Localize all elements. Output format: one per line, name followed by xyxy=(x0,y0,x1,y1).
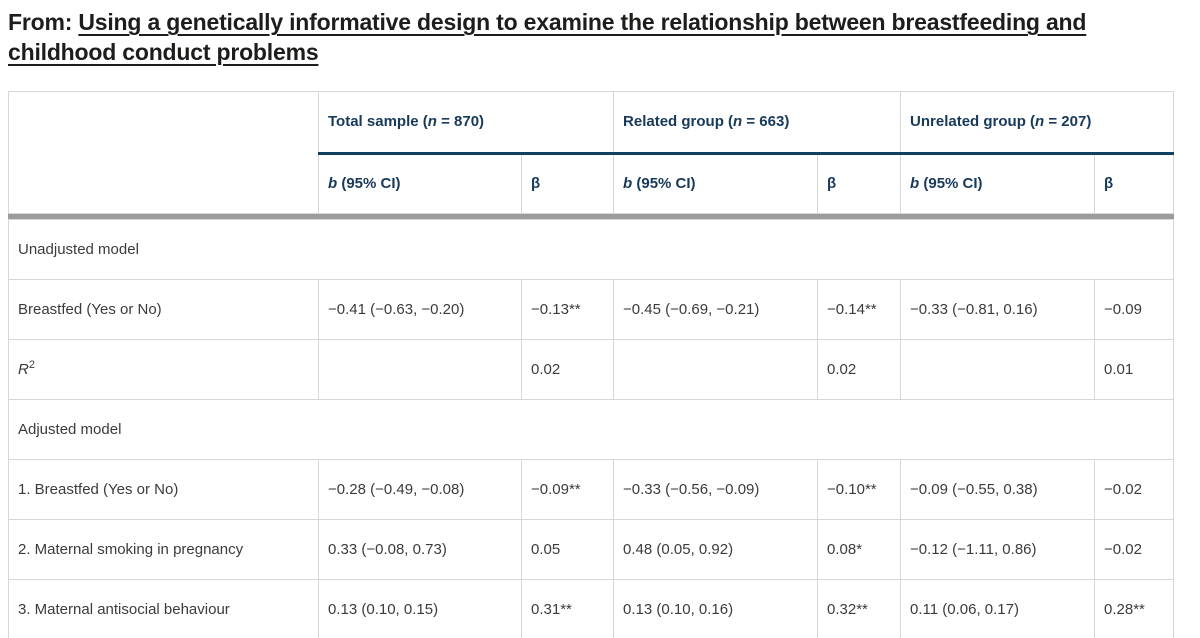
row-label: 2. Maternal smoking in pregnancy xyxy=(8,518,319,580)
table-row: Breastfed (Yes or No) −0.41 (−0.63, −0.2… xyxy=(8,278,1175,340)
table-row: 3. Maternal antisocial behaviour 0.13 (0… xyxy=(8,578,1175,638)
value-cell: −0.33 (−0.81, 0.16) xyxy=(900,278,1096,340)
value-cell: 0.11 (0.06, 0.17) xyxy=(900,578,1096,638)
value-cell: 0.01 xyxy=(1094,338,1175,400)
subheader-beta-total: β xyxy=(520,152,615,214)
row-label-r-squared: R2 xyxy=(8,338,319,400)
value-cell: −0.09 xyxy=(1094,278,1175,340)
table-row: R2 0.02 0.02 0.01 xyxy=(8,338,1175,400)
value-cell: −0.02 xyxy=(1094,518,1175,580)
value-cell: −0.28 (−0.49, −0.08) xyxy=(318,458,522,520)
value-cell xyxy=(318,338,522,400)
article-title-link[interactable]: Using a genetically informative design t… xyxy=(8,9,1087,65)
value-cell: −0.13** xyxy=(520,278,615,340)
value-cell: 0.48 (0.05, 0.92) xyxy=(613,518,819,580)
value-cell: −0.14** xyxy=(817,278,902,340)
value-cell xyxy=(900,338,1096,400)
page-title: From: Using a genetically informative de… xyxy=(8,8,1093,68)
value-cell: 0.32** xyxy=(817,578,902,638)
col-group-unrelated: Unrelated group (n = 207) xyxy=(900,90,1175,155)
col-group-related: Related group (n = 663) xyxy=(613,90,902,155)
section-title: Unadjusted model xyxy=(7,218,1175,280)
subheader-beta-unrelated: β xyxy=(1094,152,1175,214)
section-row-adjusted: Adjusted model xyxy=(7,398,1175,460)
value-cell: −0.12 (−1.11, 0.86) xyxy=(900,518,1096,580)
col-group-total-sample: Total sample (n = 870) xyxy=(317,90,615,155)
section-row-unadjusted: Unadjusted model xyxy=(7,218,1175,280)
subheader-b-unrelated: b (95% CI) xyxy=(900,152,1096,214)
subheader-beta-related: β xyxy=(817,152,902,214)
subheader-b-total: b (95% CI) xyxy=(318,152,522,214)
value-cell: 0.31** xyxy=(520,578,615,638)
subheader-b-related: b (95% CI) xyxy=(613,152,819,214)
row-label: Breastfed (Yes or No) xyxy=(8,278,319,340)
value-cell: 0.08* xyxy=(817,518,902,580)
row-label: 3. Maternal antisocial behaviour xyxy=(8,578,319,638)
value-cell: −0.10** xyxy=(817,458,902,520)
section-title: Adjusted model xyxy=(7,398,1175,460)
value-cell: 0.02 xyxy=(817,338,902,400)
value-cell: 0.13 (0.10, 0.16) xyxy=(613,578,819,638)
row-label: 1. Breastfed (Yes or No) xyxy=(8,458,319,520)
results-table: Total sample (n = 870) Related group (n … xyxy=(7,90,1175,638)
table-row: 2. Maternal smoking in pregnancy 0.33 (−… xyxy=(8,518,1175,580)
value-cell: −0.45 (−0.69, −0.21) xyxy=(613,278,819,340)
value-cell: 0.05 xyxy=(520,518,615,580)
corner-header-cell xyxy=(8,90,319,214)
value-cell: 0.28** xyxy=(1094,578,1175,638)
value-cell: −0.02 xyxy=(1094,458,1175,520)
value-cell: −0.09** xyxy=(520,458,615,520)
value-cell: −0.09 (−0.55, 0.38) xyxy=(900,458,1096,520)
value-cell: −0.41 (−0.63, −0.20) xyxy=(318,278,522,340)
table-row: 1. Breastfed (Yes or No) −0.28 (−0.49, −… xyxy=(8,458,1175,520)
value-cell: 0.02 xyxy=(520,338,615,400)
value-cell xyxy=(613,338,819,400)
value-cell: −0.33 (−0.56, −0.09) xyxy=(613,458,819,520)
group-header-row: Total sample (n = 870) Related group (n … xyxy=(8,90,1175,214)
value-cell: 0.13 (0.10, 0.15) xyxy=(318,578,522,638)
value-cell: 0.33 (−0.08, 0.73) xyxy=(318,518,522,580)
title-prefix: From: xyxy=(8,9,79,35)
